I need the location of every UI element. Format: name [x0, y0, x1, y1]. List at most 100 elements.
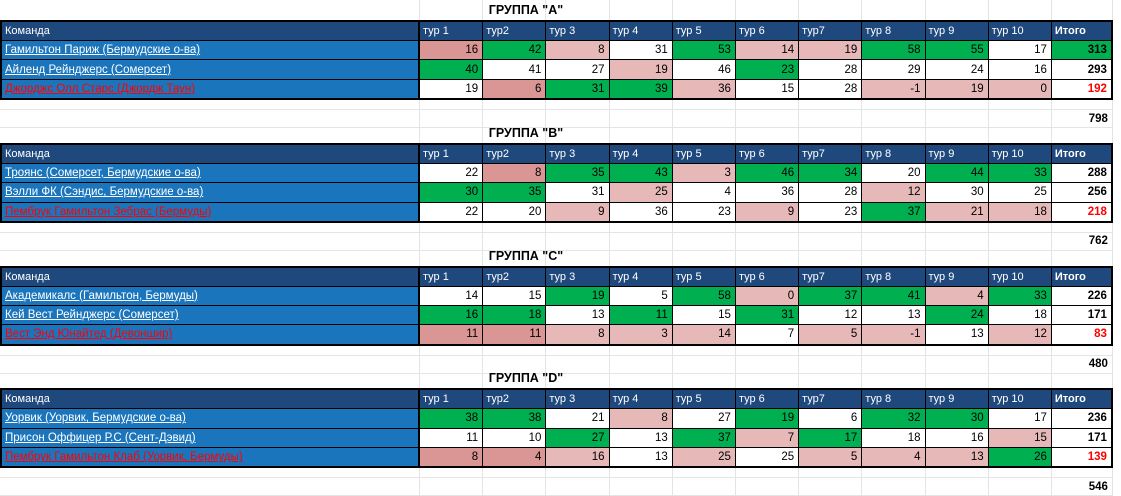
team-total-cell[interactable]: 293	[1051, 60, 1111, 79]
score-cell[interactable]: 36	[672, 79, 736, 99]
score-cell[interactable]: 8	[546, 325, 610, 344]
score-cell[interactable]: 20	[862, 163, 926, 183]
team-name-cell[interactable]: Вест Энд Юнайтед (Девоншир)	[2, 325, 420, 344]
score-cell[interactable]: 5	[799, 448, 863, 467]
score-cell[interactable]: 35	[546, 163, 610, 183]
round-column-header[interactable]: тур 3	[546, 390, 610, 409]
round-column-header[interactable]: тур2	[483, 144, 547, 163]
score-cell[interactable]: 37	[862, 202, 926, 221]
score-cell[interactable]: 30	[925, 183, 989, 202]
round-column-header[interactable]: тур 1	[420, 22, 484, 40]
round-column-header[interactable]: тур 6	[735, 22, 800, 40]
team-name-cell[interactable]: Кей Вест Рейнджерс (Сомерсет)	[2, 305, 420, 325]
score-cell[interactable]: 23	[799, 202, 863, 221]
score-cell[interactable]: 24	[925, 60, 989, 79]
score-cell[interactable]: 15	[672, 305, 736, 325]
round-column-header[interactable]: тур 4	[609, 267, 673, 286]
score-cell[interactable]: 9	[735, 202, 800, 221]
team-name-cell[interactable]: Гамильтон Париж (Бермудские о-ва)	[2, 41, 420, 60]
score-cell[interactable]: 41	[862, 286, 926, 305]
round-column-header[interactable]: тур7	[799, 390, 863, 409]
team-name-cell[interactable]: Пембрук Гамильтон Зебрас (Бермуды)	[2, 202, 420, 221]
team-total-cell[interactable]: 171	[1051, 428, 1111, 448]
score-cell[interactable]: 19	[546, 286, 610, 305]
round-column-header[interactable]: тур 10	[988, 390, 1052, 409]
round-column-header[interactable]: тур 10	[988, 267, 1052, 286]
team-total-cell[interactable]: 256	[1051, 183, 1111, 202]
team-name-cell[interactable]: Академикалс (Гамильтон, Бермуды)	[2, 286, 420, 305]
score-cell[interactable]: 46	[735, 163, 800, 183]
round-column-header[interactable]: тур 8	[862, 390, 926, 409]
score-cell[interactable]: 27	[672, 409, 736, 428]
round-column-header[interactable]: тур2	[483, 390, 547, 409]
score-cell[interactable]: 16	[925, 428, 989, 448]
score-cell[interactable]: 16	[546, 448, 610, 467]
score-cell[interactable]: 14	[420, 286, 484, 305]
score-cell[interactable]: 15	[735, 79, 800, 99]
score-cell[interactable]: 42	[483, 41, 547, 60]
round-column-header[interactable]: тур 5	[672, 390, 736, 409]
score-cell[interactable]: 46	[672, 60, 736, 79]
total-column-header[interactable]: Итого	[1051, 390, 1111, 409]
score-cell[interactable]: 53	[672, 41, 736, 60]
group-total-cell[interactable]: 798	[1051, 110, 1113, 129]
score-cell[interactable]: 15	[483, 286, 547, 305]
score-cell[interactable]: 24	[925, 305, 989, 325]
score-cell[interactable]: 44	[925, 163, 989, 183]
round-column-header[interactable]: тур 9	[925, 144, 989, 163]
score-cell[interactable]: 6	[799, 409, 863, 428]
score-cell[interactable]: 19	[799, 41, 863, 60]
score-cell[interactable]: 27	[546, 60, 610, 79]
score-cell[interactable]: 55	[925, 41, 989, 60]
score-cell[interactable]: 8	[609, 409, 673, 428]
round-column-header[interactable]: тур 3	[546, 22, 610, 40]
team-name-cell[interactable]: Троянс (Сомерсет, Бермудские о-ва)	[2, 163, 420, 183]
score-cell[interactable]: 39	[609, 79, 673, 99]
score-cell[interactable]: 31	[546, 183, 610, 202]
team-name-cell[interactable]: Пембрук Гамильтон Клаб (Уорвик, Бермуды)	[2, 448, 420, 467]
round-column-header[interactable]: тур 6	[735, 267, 800, 286]
round-column-header[interactable]: тур 4	[609, 22, 673, 40]
team-column-header[interactable]: Команда	[2, 390, 420, 409]
score-cell[interactable]: -1	[862, 79, 926, 99]
score-cell[interactable]: 28	[799, 79, 863, 99]
score-cell[interactable]: 30	[420, 183, 484, 202]
score-cell[interactable]: 16	[420, 41, 484, 60]
score-cell[interactable]: 13	[925, 325, 989, 344]
score-cell[interactable]: 18	[988, 202, 1052, 221]
score-cell[interactable]: 58	[672, 286, 736, 305]
score-cell[interactable]: 18	[862, 428, 926, 448]
team-total-cell[interactable]: 218	[1051, 202, 1111, 221]
score-cell[interactable]: 3	[609, 325, 673, 344]
score-cell[interactable]: 0	[988, 79, 1052, 99]
score-cell[interactable]: 33	[988, 163, 1052, 183]
round-column-header[interactable]: тур 5	[672, 22, 736, 40]
team-total-cell[interactable]: 313	[1051, 41, 1111, 60]
score-cell[interactable]: 17	[988, 409, 1052, 428]
round-column-header[interactable]: тур 1	[420, 144, 484, 163]
total-column-header[interactable]: Итого	[1051, 267, 1111, 286]
score-cell[interactable]: 23	[672, 202, 736, 221]
round-column-header[interactable]: тур 4	[609, 144, 673, 163]
team-total-cell[interactable]: 139	[1051, 448, 1111, 467]
round-column-header[interactable]: тур 8	[862, 144, 926, 163]
score-cell[interactable]: 36	[735, 183, 800, 202]
group-total-cell[interactable]: 480	[1051, 355, 1113, 374]
score-cell[interactable]: 8	[483, 163, 547, 183]
round-column-header[interactable]: тур 6	[735, 390, 800, 409]
round-column-header[interactable]: тур 5	[672, 144, 736, 163]
score-cell[interactable]: 19	[735, 409, 800, 428]
score-cell[interactable]: 7	[735, 428, 800, 448]
round-column-header[interactable]: тур 9	[925, 267, 989, 286]
score-cell[interactable]: 10	[483, 428, 547, 448]
score-cell[interactable]: 16	[420, 305, 484, 325]
score-cell[interactable]: 27	[546, 428, 610, 448]
score-cell[interactable]: 36	[609, 202, 673, 221]
score-cell[interactable]: 17	[799, 428, 863, 448]
score-cell[interactable]: 12	[988, 325, 1052, 344]
round-column-header[interactable]: тур 1	[420, 390, 484, 409]
score-cell[interactable]: 18	[988, 305, 1052, 325]
score-cell[interactable]: 14	[735, 41, 800, 60]
score-cell[interactable]: 9	[546, 202, 610, 221]
team-name-cell[interactable]: Вэлли ФК (Сэндис, Бермудские о-ва)	[2, 183, 420, 202]
